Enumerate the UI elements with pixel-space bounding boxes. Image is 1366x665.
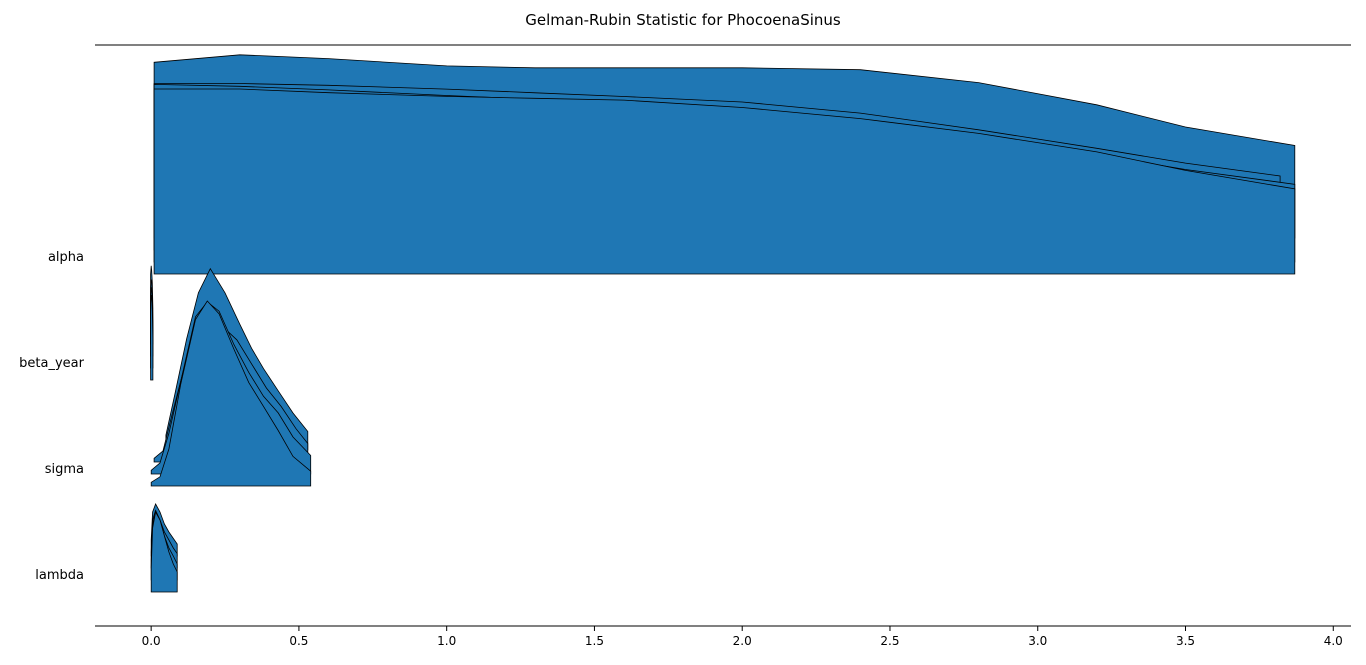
x-tick-label: 0.5 (289, 634, 308, 648)
ridge-alpha-chain-1 (153, 88, 1296, 275)
ridge-lambda-chain-1 (150, 510, 178, 593)
chart-title: Gelman-Rubin Statistic for PhocoenaSinus (525, 11, 841, 29)
ridge-sigma-chain-1 (150, 300, 312, 487)
x-tick-label: 2.0 (733, 634, 752, 648)
x-tick-label: 0.0 (142, 634, 161, 648)
ridges-group (150, 54, 1296, 593)
x-tick-label: 2.5 (880, 634, 899, 648)
x-tick-label: 1.5 (585, 634, 604, 648)
ridge-beta_year-chain-1 (150, 294, 154, 381)
y-label-sigma: sigma (45, 462, 84, 477)
ridge-lambda (150, 503, 178, 593)
ridge-beta_year (150, 265, 154, 381)
y-label-alpha: alpha (48, 250, 84, 265)
x-tick-label: 1.0 (437, 634, 456, 648)
ridge-alpha (153, 54, 1296, 275)
x-ticks: 0.0 0.5 1.0 1.5 2.0 2.5 3.0 3.5 4.0 (142, 626, 1343, 648)
x-tick-label: 3.5 (1176, 634, 1195, 648)
y-label-beta_year: beta_year (19, 356, 84, 371)
y-label-lambda: lambda (35, 568, 84, 583)
x-tick-label: 3.0 (1028, 634, 1047, 648)
x-tick-label: 4.0 (1324, 634, 1343, 648)
ridge-sigma (150, 267, 312, 487)
